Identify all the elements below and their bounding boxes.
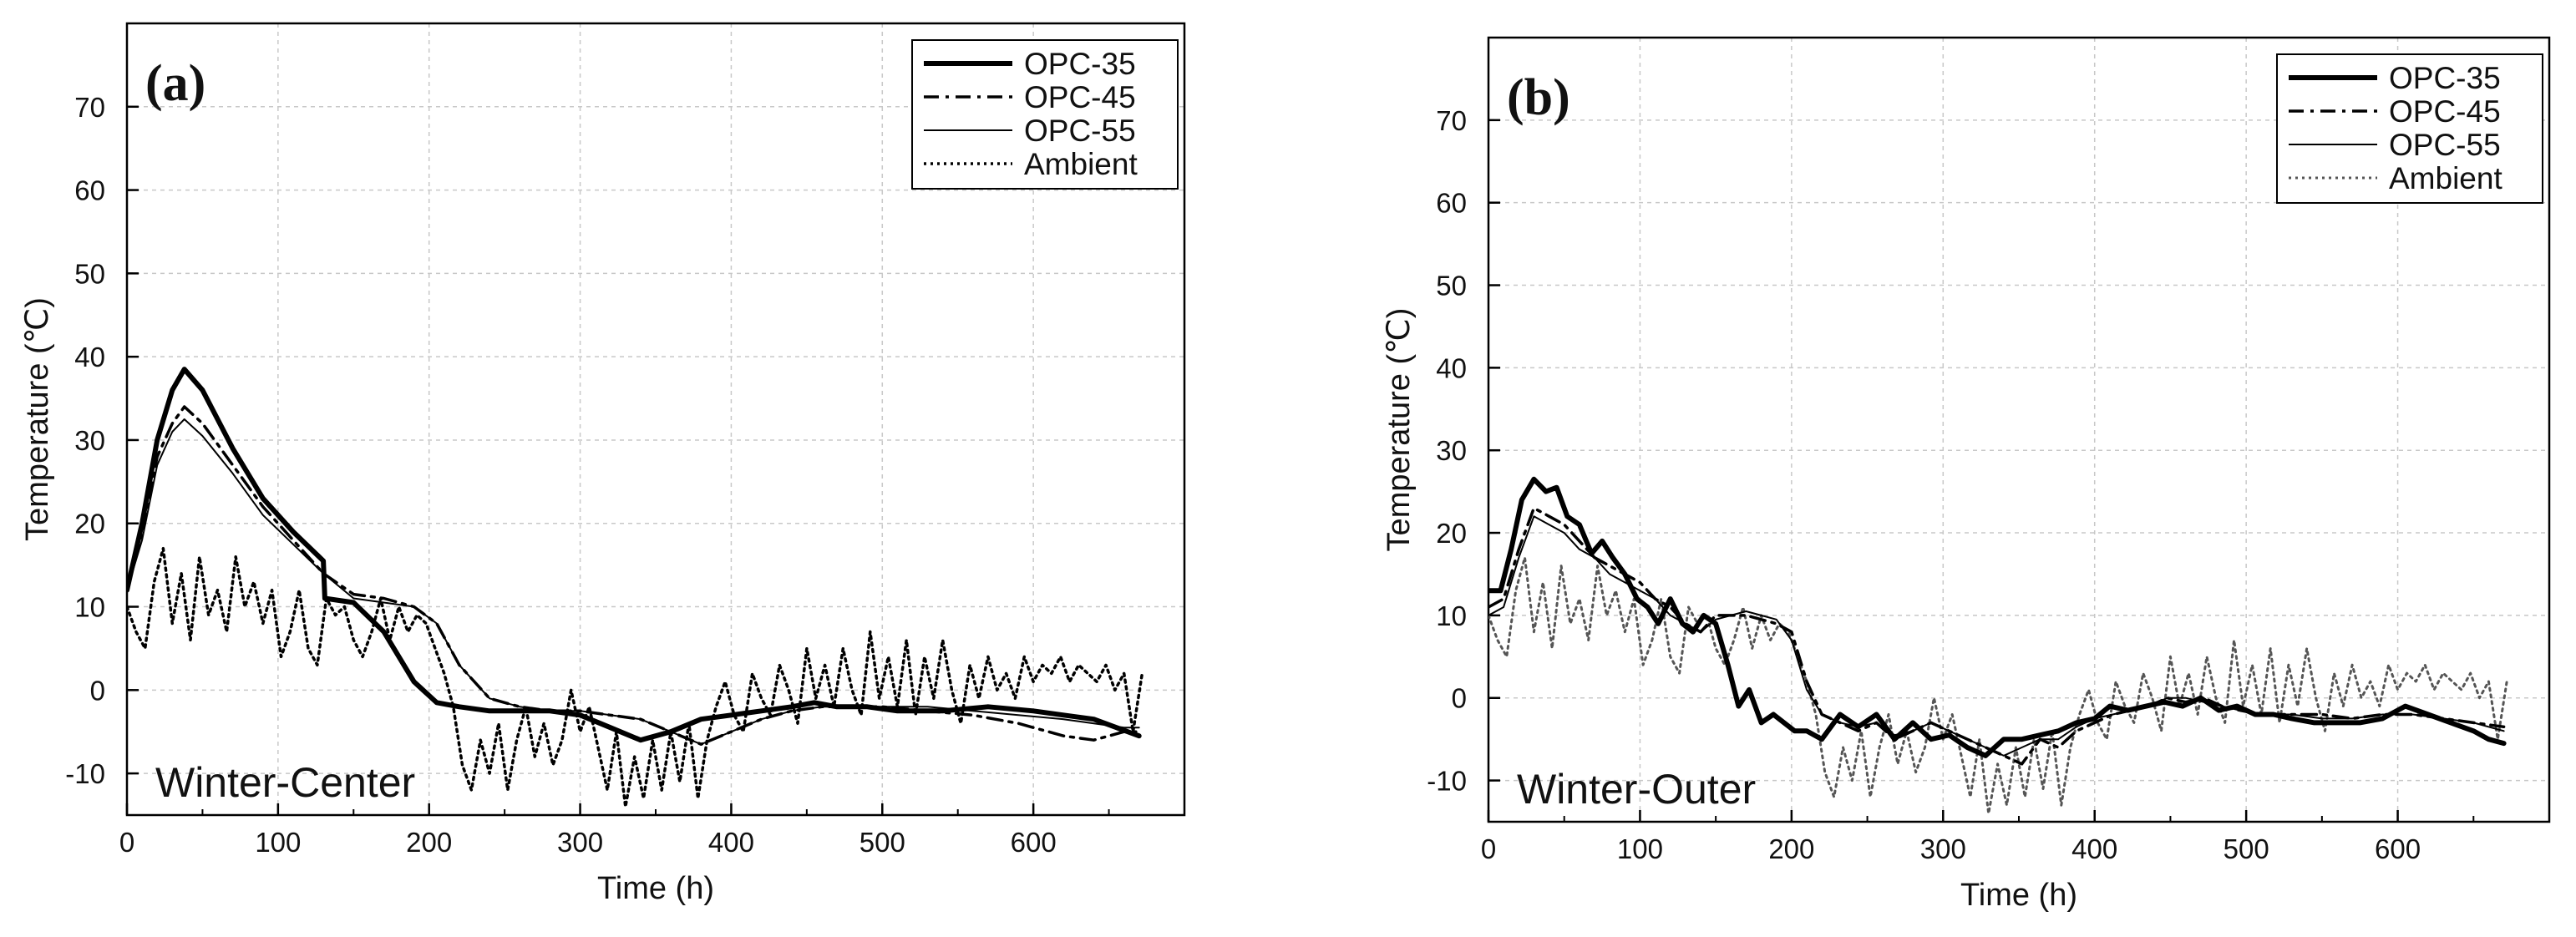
series-line-ambient bbox=[1488, 556, 2508, 815]
x-tick-label: 300 bbox=[1920, 833, 1966, 864]
x-tick-label: 200 bbox=[406, 827, 452, 858]
y-tick-label: 70 bbox=[1436, 105, 1467, 136]
y-tick-label: -10 bbox=[65, 758, 105, 789]
series-line-opc-55 bbox=[127, 418, 1140, 746]
legend-label: Ambient bbox=[2389, 161, 2502, 195]
y-tick-label: 10 bbox=[1436, 600, 1467, 631]
y-tick-label: 60 bbox=[74, 175, 105, 206]
y-tick-label: 30 bbox=[1436, 435, 1467, 466]
x-axis-label: Time (h) bbox=[597, 871, 714, 906]
y-tick-label: 0 bbox=[90, 675, 105, 706]
x-tick-label: 400 bbox=[2071, 833, 2117, 864]
x-tick-label: 600 bbox=[2375, 833, 2421, 864]
legend-label: OPC-45 bbox=[2389, 94, 2501, 129]
legend-label: OPC-45 bbox=[1024, 80, 1136, 114]
legend-label: OPC-35 bbox=[2389, 61, 2501, 95]
y-tick-label: 30 bbox=[74, 425, 105, 456]
y-tick-label: 50 bbox=[74, 258, 105, 289]
legend-label: OPC-55 bbox=[2389, 128, 2501, 162]
x-tick-label: 600 bbox=[1011, 827, 1057, 858]
y-tick-label: 20 bbox=[1436, 518, 1467, 549]
y-tick-label: 20 bbox=[74, 509, 105, 539]
series-line-ambient bbox=[127, 546, 1144, 808]
y-tick-label: 60 bbox=[1436, 188, 1467, 219]
y-tick-label: 40 bbox=[1436, 352, 1467, 383]
y-tick-label: 0 bbox=[1452, 683, 1467, 714]
y-axis-label: Temperature (℃) bbox=[20, 297, 55, 541]
y-tick-label: 10 bbox=[74, 592, 105, 623]
panel-annotation: Winter-Outer bbox=[1517, 766, 1756, 813]
series-line-opc-55 bbox=[1488, 515, 2505, 757]
x-tick-label: 0 bbox=[1481, 833, 1496, 864]
panel-b: 0 100 200 300 400 500 600 -10 0 10 20 30 40 50 60 70 Tim… bbox=[1382, 36, 2551, 913]
legend-label: OPC-55 bbox=[1024, 114, 1136, 148]
y-tick-label: 70 bbox=[74, 92, 105, 123]
x-tick-label: 200 bbox=[1768, 833, 1814, 864]
panel-label: (b) bbox=[1507, 69, 1570, 126]
x-tick-label: 100 bbox=[1617, 833, 1663, 864]
legend-label: OPC-35 bbox=[1024, 47, 1136, 81]
y-tick-label: 50 bbox=[1436, 271, 1467, 301]
x-tick-label: 500 bbox=[2224, 833, 2269, 864]
panel-annotation: Winter-Center bbox=[155, 759, 415, 806]
x-tick-label: 0 bbox=[119, 827, 134, 858]
y-tick-label: 40 bbox=[74, 342, 105, 372]
x-tick-label: 500 bbox=[860, 827, 905, 858]
x-tick-label: 400 bbox=[708, 827, 754, 858]
x-tick-label: 100 bbox=[255, 827, 301, 858]
y-tick-label: -10 bbox=[1427, 766, 1467, 797]
x-axis-label: Time (h) bbox=[1960, 878, 2077, 913]
legend-label: Ambient bbox=[1024, 147, 1138, 181]
y-axis-label: Temperature (℃) bbox=[1382, 308, 1417, 552]
x-tick-label: 300 bbox=[557, 827, 603, 858]
panel-label: (a) bbox=[145, 55, 205, 112]
panel-a: 0 100 200 300 400 500 600 -10 0 10 20 30 40 50 60 70 Tim… bbox=[20, 22, 1186, 906]
